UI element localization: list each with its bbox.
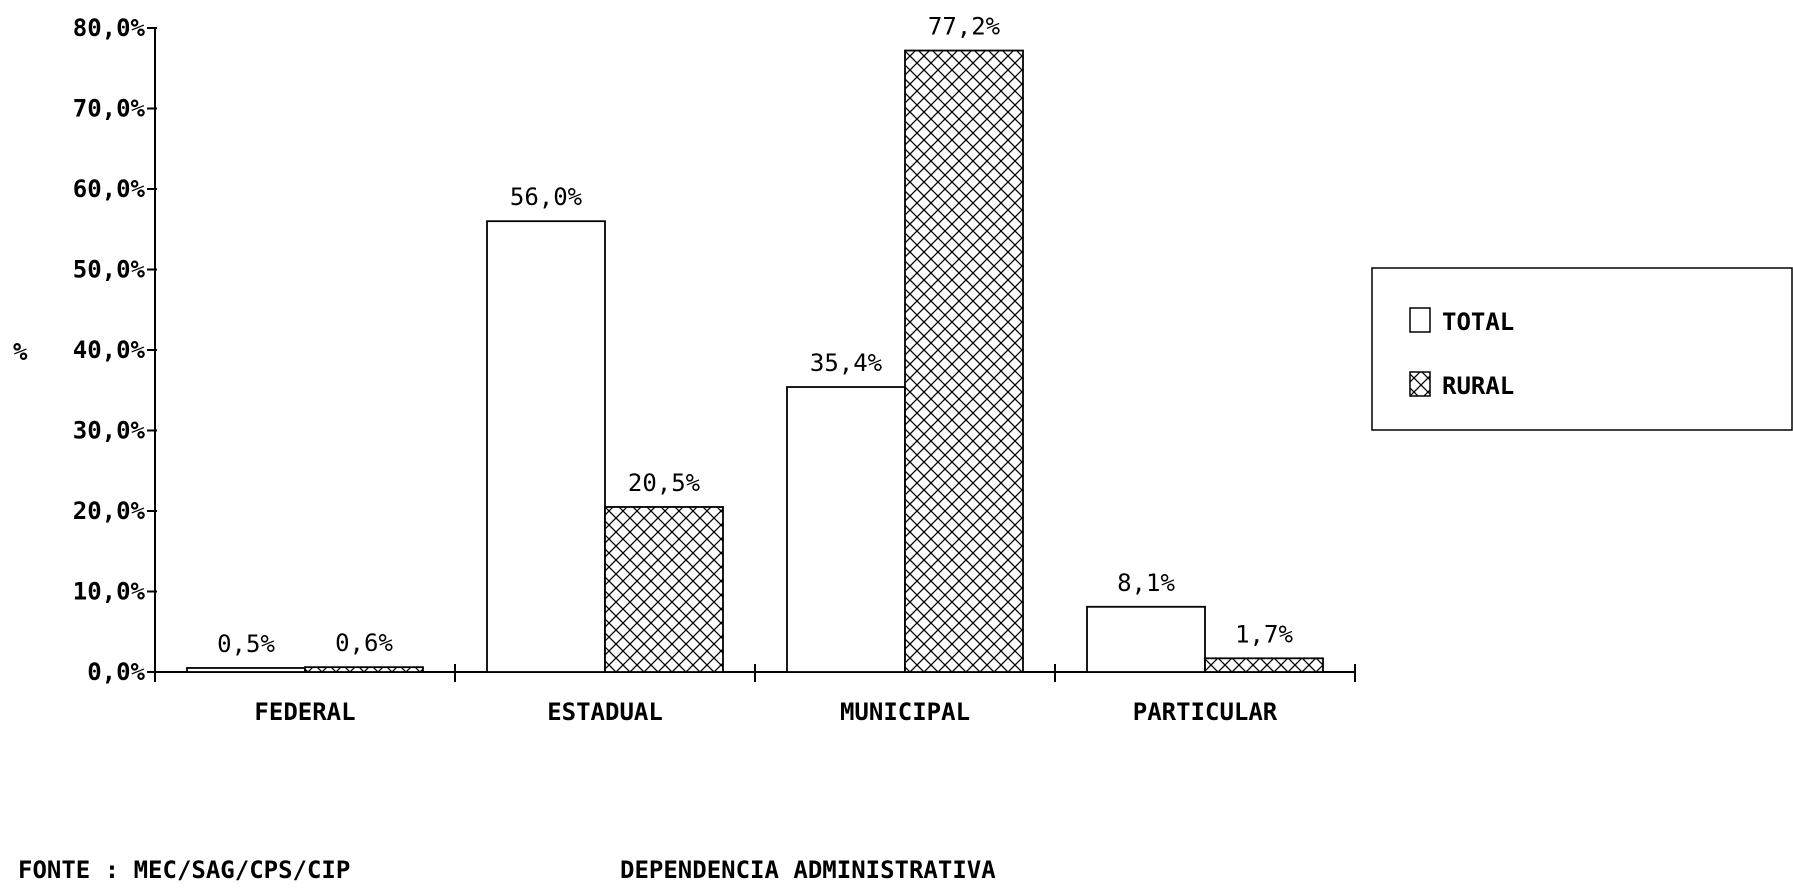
x-axis: FEDERAL ESTADUAL MUNICIPAL PARTICULAR [154, 664, 1356, 726]
y-tick-label: 20,0% [73, 497, 146, 525]
data-label: 77,2% [928, 13, 1001, 41]
legend-label-rural: RURAL [1442, 372, 1514, 400]
y-tick-label: 80,0% [73, 14, 146, 42]
bar-total-particular [1086, 605, 1206, 673]
data-label: 8,1% [1117, 569, 1175, 597]
y-tick-label: 10,0% [73, 578, 146, 606]
x-category-label: ESTADUAL [547, 698, 663, 726]
y-axis: 0,0% 10,0% 20,0% 30,0% 40,0% 50,0% 60,0% 70,0% 8… [73, 14, 157, 686]
legend-label-total: TOTAL [1442, 308, 1514, 336]
bars: 0,5% 56,0% 35,4% 8,1% 0,6% 20,5% 77,2% 1,7% [186, 13, 1324, 673]
legend: TOTAL RURAL [1371, 267, 1793, 431]
data-label: 0,6% [335, 629, 393, 657]
y-axis-title: % [13, 338, 28, 366]
y-tick-label: 40,0% [73, 336, 146, 364]
data-label: 56,0% [510, 183, 583, 211]
data-label: 35,4% [810, 349, 883, 377]
bar-rural-particular [1204, 657, 1324, 673]
data-label: 1,7% [1235, 620, 1293, 648]
legend-swatch-rural [1409, 371, 1431, 397]
data-label: 20,5% [628, 469, 701, 497]
bar-rural-federal [304, 666, 424, 673]
x-axis-title: DEPENDENCIA ADMINISTRATIVA [620, 856, 996, 884]
bar-total-municipal [786, 386, 906, 673]
x-category-label: FEDERAL [254, 698, 355, 726]
y-tick-label: 0,0% [87, 658, 145, 686]
bar-rural-estadual [604, 506, 724, 673]
data-label: 0,5% [217, 630, 275, 658]
y-tick-label: 50,0% [73, 256, 146, 284]
source-note: FONTE : MEC/SAG/CPS/CIP [18, 856, 350, 884]
y-tick-label: 70,0% [73, 95, 146, 123]
bar-rural-municipal [904, 49, 1024, 673]
bar-total-estadual [486, 220, 606, 673]
y-tick-label: 60,0% [73, 175, 146, 203]
x-category-label: PARTICULAR [1133, 698, 1278, 726]
y-tick-label: 30,0% [73, 417, 146, 445]
x-category-label: MUNICIPAL [840, 698, 970, 726]
bar-total-federal [186, 667, 306, 673]
legend-swatch-total [1409, 307, 1431, 333]
legend-box [1371, 267, 1793, 431]
